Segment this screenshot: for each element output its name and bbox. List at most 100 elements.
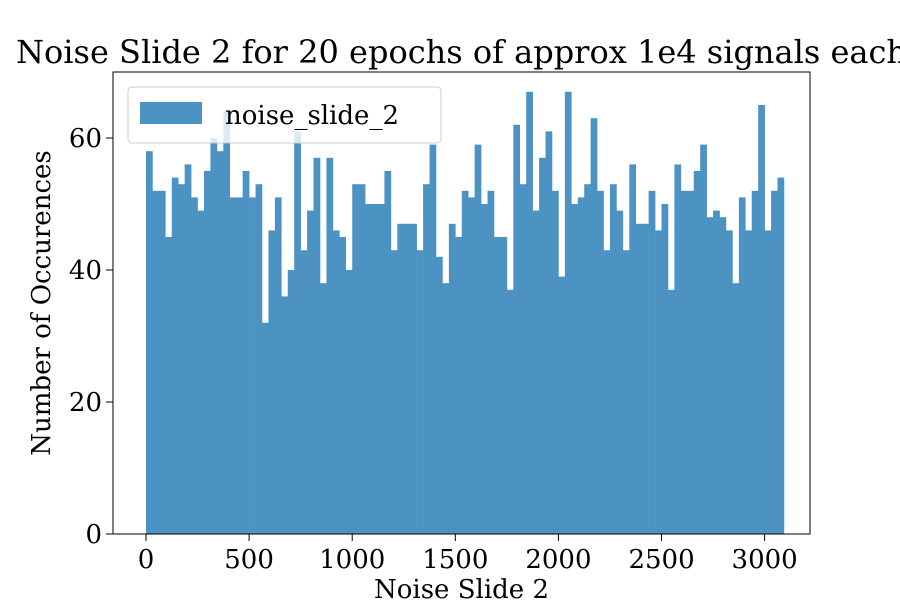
histogram-bar	[487, 190, 495, 535]
histogram-bar	[416, 250, 424, 534]
histogram-bar	[609, 184, 617, 534]
histogram-bar	[584, 184, 591, 534]
histogram-bar	[249, 197, 256, 534]
histogram-bar	[152, 190, 160, 535]
plot-frame	[112, 71, 811, 535]
histogram-bar	[545, 131, 553, 534]
legend-label: noise_slide_2	[225, 101, 399, 131]
histogram-bar	[667, 289, 675, 534]
histogram-bar	[558, 276, 566, 534]
histogram-bar	[287, 270, 295, 534]
histogram-bar	[403, 223, 411, 535]
histogram-bar	[268, 230, 276, 534]
histogram-bar	[571, 204, 579, 534]
histogram-bar	[178, 184, 185, 534]
histogram-bar	[738, 197, 746, 534]
histogram-bar	[500, 237, 508, 534]
histogram-bar	[506, 289, 514, 534]
histogram-bar	[429, 144, 437, 534]
histogram-bar	[629, 164, 637, 534]
y-axis-ticks: 0 20 40 60	[69, 124, 113, 550]
histogram-bar	[680, 190, 688, 535]
histogram-bar	[532, 210, 540, 534]
chart-title: Noise Slide 2 for 20 epochs of approx 1e…	[16, 33, 900, 71]
histogram-bar	[319, 283, 327, 534]
histogram-bar	[313, 157, 321, 535]
histogram-bar	[145, 151, 153, 534]
histogram-bar	[352, 184, 359, 534]
histogram-bar	[751, 190, 759, 535]
histogram-bar	[171, 177, 179, 534]
histogram-bar	[261, 322, 269, 534]
histogram-bar	[442, 283, 450, 534]
histogram-bar	[745, 230, 753, 534]
histogram-bar	[481, 204, 488, 534]
histogram-bar	[191, 197, 198, 534]
histogram-bar	[564, 91, 572, 535]
histogram-bar	[410, 223, 417, 535]
histogram-bar	[693, 171, 701, 534]
histogram-bar	[758, 105, 765, 534]
x-tick-label: 1000	[319, 545, 385, 575]
histogram-bar	[435, 256, 443, 534]
histogram-bar	[551, 190, 559, 535]
histogram-bar	[223, 111, 231, 534]
x-tick-label: 0	[138, 545, 155, 575]
histogram-bar	[648, 190, 656, 535]
histogram-bar	[377, 204, 385, 534]
histogram-bar	[468, 197, 475, 534]
histogram-bar	[455, 237, 463, 534]
histogram-bar	[236, 197, 243, 534]
histogram-bar	[622, 250, 630, 534]
histogram-bar	[423, 184, 430, 534]
histogram-bar	[397, 223, 405, 535]
histogram-bar	[165, 237, 173, 534]
histogram-bar	[577, 197, 585, 534]
histogram-bar	[725, 230, 733, 534]
histogram-bar	[539, 157, 546, 535]
histogram-bar	[197, 210, 205, 534]
x-tick-label: 3000	[732, 545, 798, 575]
legend: noise_slide_2	[127, 86, 442, 144]
y-axis-label: Number of Occurences	[27, 150, 57, 455]
histogram-bar	[281, 296, 289, 534]
histogram-bar	[203, 171, 211, 534]
histogram-bar	[513, 124, 521, 535]
histogram-bar	[764, 230, 772, 534]
histogram-bar	[616, 210, 624, 534]
histogram-bar	[326, 157, 334, 535]
histogram-bar	[365, 204, 372, 534]
x-tick-label: 2000	[525, 545, 591, 575]
x-tick-label: 500	[224, 545, 274, 575]
histogram-bar	[635, 223, 643, 535]
histogram-bar	[255, 184, 263, 534]
histogram-bar	[274, 197, 282, 534]
histogram-bar	[732, 283, 740, 534]
x-tick-label: 2500	[628, 545, 694, 575]
x-axis-ticks: 0 500 1000 1500 2000 2500 3000	[138, 534, 798, 575]
histogram-bar	[358, 184, 366, 534]
histogram-bar	[603, 250, 611, 534]
histogram-bar	[371, 204, 379, 534]
histogram-bar	[719, 217, 727, 534]
histogram-bar	[300, 250, 308, 534]
histogram-bar	[700, 144, 707, 534]
histogram-bar	[307, 210, 314, 534]
histogram-bar	[493, 237, 501, 534]
histogram-bar	[597, 190, 604, 535]
histogram-bar	[674, 164, 682, 534]
histogram-bar	[210, 138, 218, 534]
histogram-bar	[158, 190, 166, 535]
legend-box	[127, 86, 442, 144]
histogram-bar	[390, 250, 398, 534]
histogram-bar	[771, 190, 778, 535]
histogram-bar	[655, 230, 662, 534]
histogram-bar	[339, 237, 347, 534]
histogram-bar	[242, 171, 250, 534]
x-tick-label: 1500	[422, 545, 488, 575]
y-tick-label: 60	[69, 124, 102, 154]
histogram-bar	[519, 184, 527, 534]
histogram-bar	[474, 144, 482, 534]
legend-swatch	[140, 102, 202, 124]
